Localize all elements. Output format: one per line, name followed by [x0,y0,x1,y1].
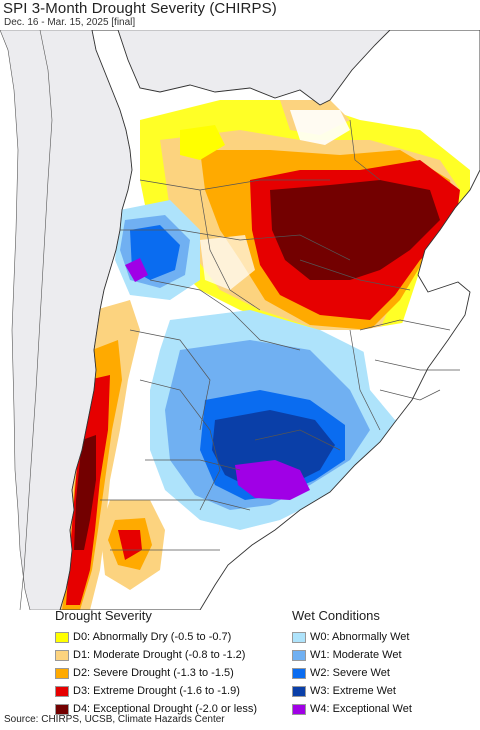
map-subtitle: Dec. 16 - Mar. 15, 2025 [final] [4,17,136,28]
swatch-d3 [55,685,69,697]
internal-borders [100,119,460,551]
legend: Drought Severity D0: Abnormally Dry (-0.… [0,608,480,715]
legend-label-w1: W1: Moderate Wet [310,649,402,661]
legend-label-d3: D3: Extreme Drought (-1.6 to -1.9) [73,685,240,697]
chile-coast [19,30,53,610]
drought-map [0,30,480,610]
map-svg [0,30,480,610]
swatch-w4 [292,703,306,715]
legend-label-d2: D2: Severe Drought (-1.3 to -1.5) [73,667,234,679]
legend-item-d0: D0: Abnormally Dry (-0.5 to -0.7) [55,629,257,645]
wet-legend-title: Wet Conditions [292,608,380,623]
legend-item-w4: W4: Exceptional Wet [292,701,412,717]
swatch-w1 [292,649,306,661]
map-title: SPI 3-Month Drought Severity (CHIRPS) [3,0,277,17]
legend-item-w3: W3: Extreme Wet [292,683,412,699]
legend-item-w0: W0: Abnormally Wet [292,629,412,645]
legend-label-d0: D0: Abnormally Dry (-0.5 to -0.7) [73,631,232,643]
legend-item-w1: W1: Moderate Wet [292,647,412,663]
legend-item-d4: D4: Exceptional Drought (-2.0 or less) [55,701,257,717]
swatch-d0 [55,631,69,643]
drought-legend-title: Drought Severity [55,608,152,623]
swatch-d4 [55,703,69,715]
legend-item-d1: D1: Moderate Drought (-0.8 to -1.2) [55,647,257,663]
wet-legend: Wet Conditions W0: Abnormally Wet W1: Mo… [292,608,412,719]
legend-label-d4: D4: Exceptional Drought (-2.0 or less) [73,703,258,715]
legend-item-d2: D2: Severe Drought (-1.3 to -1.5) [55,665,257,681]
legend-label-w3: W3: Extreme Wet [310,685,396,697]
drought-legend: Drought Severity D0: Abnormally Dry (-0.… [55,608,257,719]
legend-label-w4: W4: Exceptional Wet [310,703,412,715]
swatch-w0 [292,631,306,643]
swatch-d1 [55,649,69,661]
swatch-d2 [55,667,69,679]
legend-item-w2: W2: Severe Wet [292,665,412,681]
legend-label-d1: D1: Moderate Drought (-0.8 to -1.2) [73,649,246,661]
legend-item-d3: D3: Extreme Drought (-1.6 to -1.9) [55,683,257,699]
swatch-w3 [292,685,306,697]
legend-label-w0: W0: Abnormally Wet [310,631,410,643]
legend-label-w2: W2: Severe Wet [310,667,390,679]
swatch-w2 [292,667,306,679]
source-credit: Source: CHIRPS, UCSB, Climate Hazards Ce… [4,714,225,725]
